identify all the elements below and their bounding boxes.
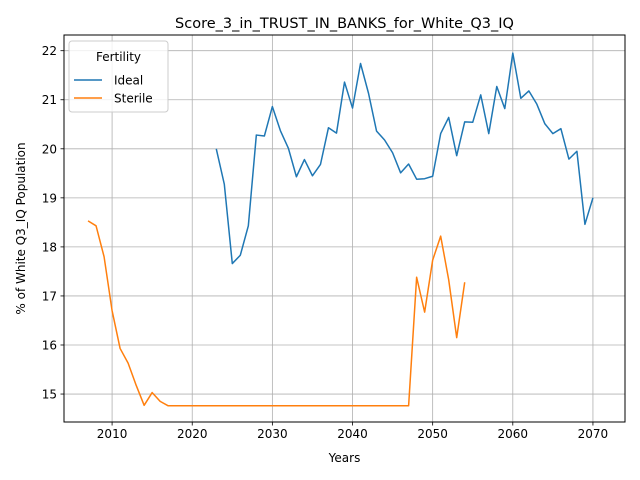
y-tick-label: 19 — [42, 191, 57, 205]
chart-title: Score_3_in_TRUST_IN_BANKS_for_White_Q3_I… — [175, 16, 514, 32]
x-axis: 2010 2020 2030 2040 2050 2060 2070 — [97, 422, 608, 441]
x-tick-label: 2030 — [257, 427, 288, 441]
legend: Fertility Ideal Sterile — [68, 40, 169, 113]
x-tick-label: 2010 — [97, 427, 128, 441]
plot-frame — [63, 34, 626, 423]
y-tick-label: 21 — [42, 93, 57, 107]
y-tick-label: 20 — [42, 142, 57, 156]
y-tick-label: 17 — [42, 289, 57, 303]
legend-label-sterile: Sterile — [114, 92, 153, 106]
legend-title: Fertility — [96, 50, 141, 64]
y-tick-label: 18 — [42, 240, 57, 254]
x-tick-label: 2020 — [177, 427, 208, 441]
series-line-ideal — [215, 52, 594, 265]
y-tick-label: 16 — [42, 338, 57, 352]
x-tick-label: 2070 — [578, 427, 609, 441]
y-axis: 15 16 17 18 19 20 21 22 — [42, 44, 64, 402]
y-tick-label: 22 — [42, 44, 57, 58]
legend-label-ideal: Ideal — [114, 74, 143, 88]
x-tick-label: 2040 — [337, 427, 368, 441]
grid — [64, 35, 625, 422]
x-tick-label: 2060 — [498, 427, 529, 441]
legend-box — [68, 40, 169, 113]
y-axis-label: % of White Q3_IQ Population — [14, 142, 28, 314]
x-axis-label: Years — [328, 451, 361, 465]
series-line-sterile — [87, 220, 466, 407]
x-tick-label: 2050 — [417, 427, 448, 441]
y-tick-label: 15 — [42, 388, 57, 402]
series-layer — [87, 52, 594, 407]
